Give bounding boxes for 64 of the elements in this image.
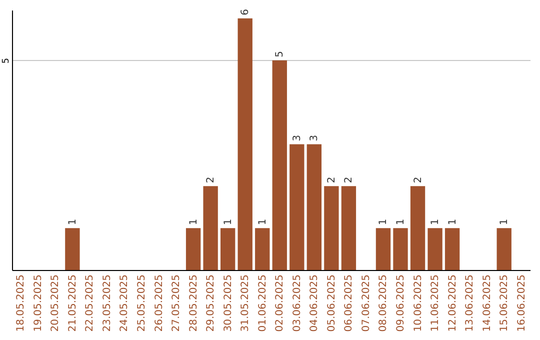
x-tick-label: 05.06.2025 — [326, 274, 338, 332]
x-tick-label: 15.06.2025 — [499, 274, 510, 332]
bar — [428, 228, 442, 270]
bar — [341, 186, 356, 270]
data-label: 5 — [274, 50, 286, 58]
x-tick-label: 25.05.2025 — [136, 274, 148, 332]
data-label: 1 — [222, 218, 234, 226]
data-label: 1 — [447, 218, 458, 226]
x-tick-label: 29.05.2025 — [206, 274, 217, 332]
data-label: 1 — [430, 218, 442, 226]
bar — [290, 144, 304, 270]
bar — [255, 228, 270, 270]
x-tick-label: 21.05.2025 — [67, 274, 78, 332]
data-label: 1 — [499, 218, 510, 226]
bar — [324, 186, 339, 270]
x-tick-label: 16.06.2025 — [516, 274, 528, 332]
data-label: 1 — [188, 218, 200, 226]
x-tick-label: 27.05.2025 — [171, 274, 182, 332]
data-label: 1 — [257, 218, 268, 226]
x-tick-label: 30.05.2025 — [222, 274, 234, 332]
bar — [496, 228, 512, 270]
x-tick-label: 23.05.2025 — [102, 274, 113, 332]
bar — [444, 228, 460, 270]
data-label: 6 — [240, 9, 252, 16]
x-tick-label: 01.06.2025 — [257, 274, 268, 332]
data-label: 2 — [412, 176, 424, 184]
x-tick-label: 19.05.2025 — [32, 274, 44, 332]
data-label: 2 — [206, 176, 217, 184]
data-label: 1 — [378, 218, 390, 226]
x-tick-label: 26.05.2025 — [154, 274, 165, 332]
x-tick-label: 13.06.2025 — [464, 274, 476, 332]
data-label: 2 — [326, 176, 338, 184]
data-label: 3 — [292, 134, 303, 142]
bar — [376, 228, 391, 270]
x-tick-label: 09.06.2025 — [396, 274, 406, 332]
x-tick-label: 12.06.2025 — [447, 274, 458, 332]
x-tick-label: 24.05.2025 — [119, 274, 130, 332]
x-tick-label: 10.06.2025 — [412, 274, 424, 332]
bar — [272, 60, 287, 270]
x-tick-label: 02.06.2025 — [274, 274, 286, 332]
bar — [186, 228, 201, 270]
x-tick-label: 22.05.2025 — [84, 274, 96, 332]
bar — [410, 186, 426, 270]
x-tick-label: 03.06.2025 — [292, 274, 303, 332]
x-tick-label: 08.06.2025 — [378, 274, 390, 332]
bar — [238, 18, 252, 270]
x-tick-label: 07.06.2025 — [360, 274, 372, 332]
x-tick-label: 11.06.2025 — [430, 274, 442, 332]
bar — [306, 144, 322, 270]
bar — [220, 228, 236, 270]
bar — [393, 228, 408, 270]
x-tick-label: 18.05.2025 — [16, 274, 27, 332]
bar — [65, 228, 80, 270]
x-tick-label: 20.05.2025 — [50, 274, 62, 332]
x-tick-label: 31.05.2025 — [240, 274, 252, 332]
bar — [203, 186, 218, 270]
data-label: 3 — [309, 134, 320, 142]
data-label: 1 — [67, 218, 78, 226]
x-tick-label: 14.06.2025 — [482, 274, 493, 332]
data-label: 1 — [396, 218, 406, 226]
x-tick-label: 06.06.2025 — [344, 274, 355, 332]
x-tick-label: 28.05.2025 — [188, 274, 200, 332]
data-label: 2 — [344, 176, 355, 184]
x-tick-label: 04.06.2025 — [309, 274, 320, 332]
